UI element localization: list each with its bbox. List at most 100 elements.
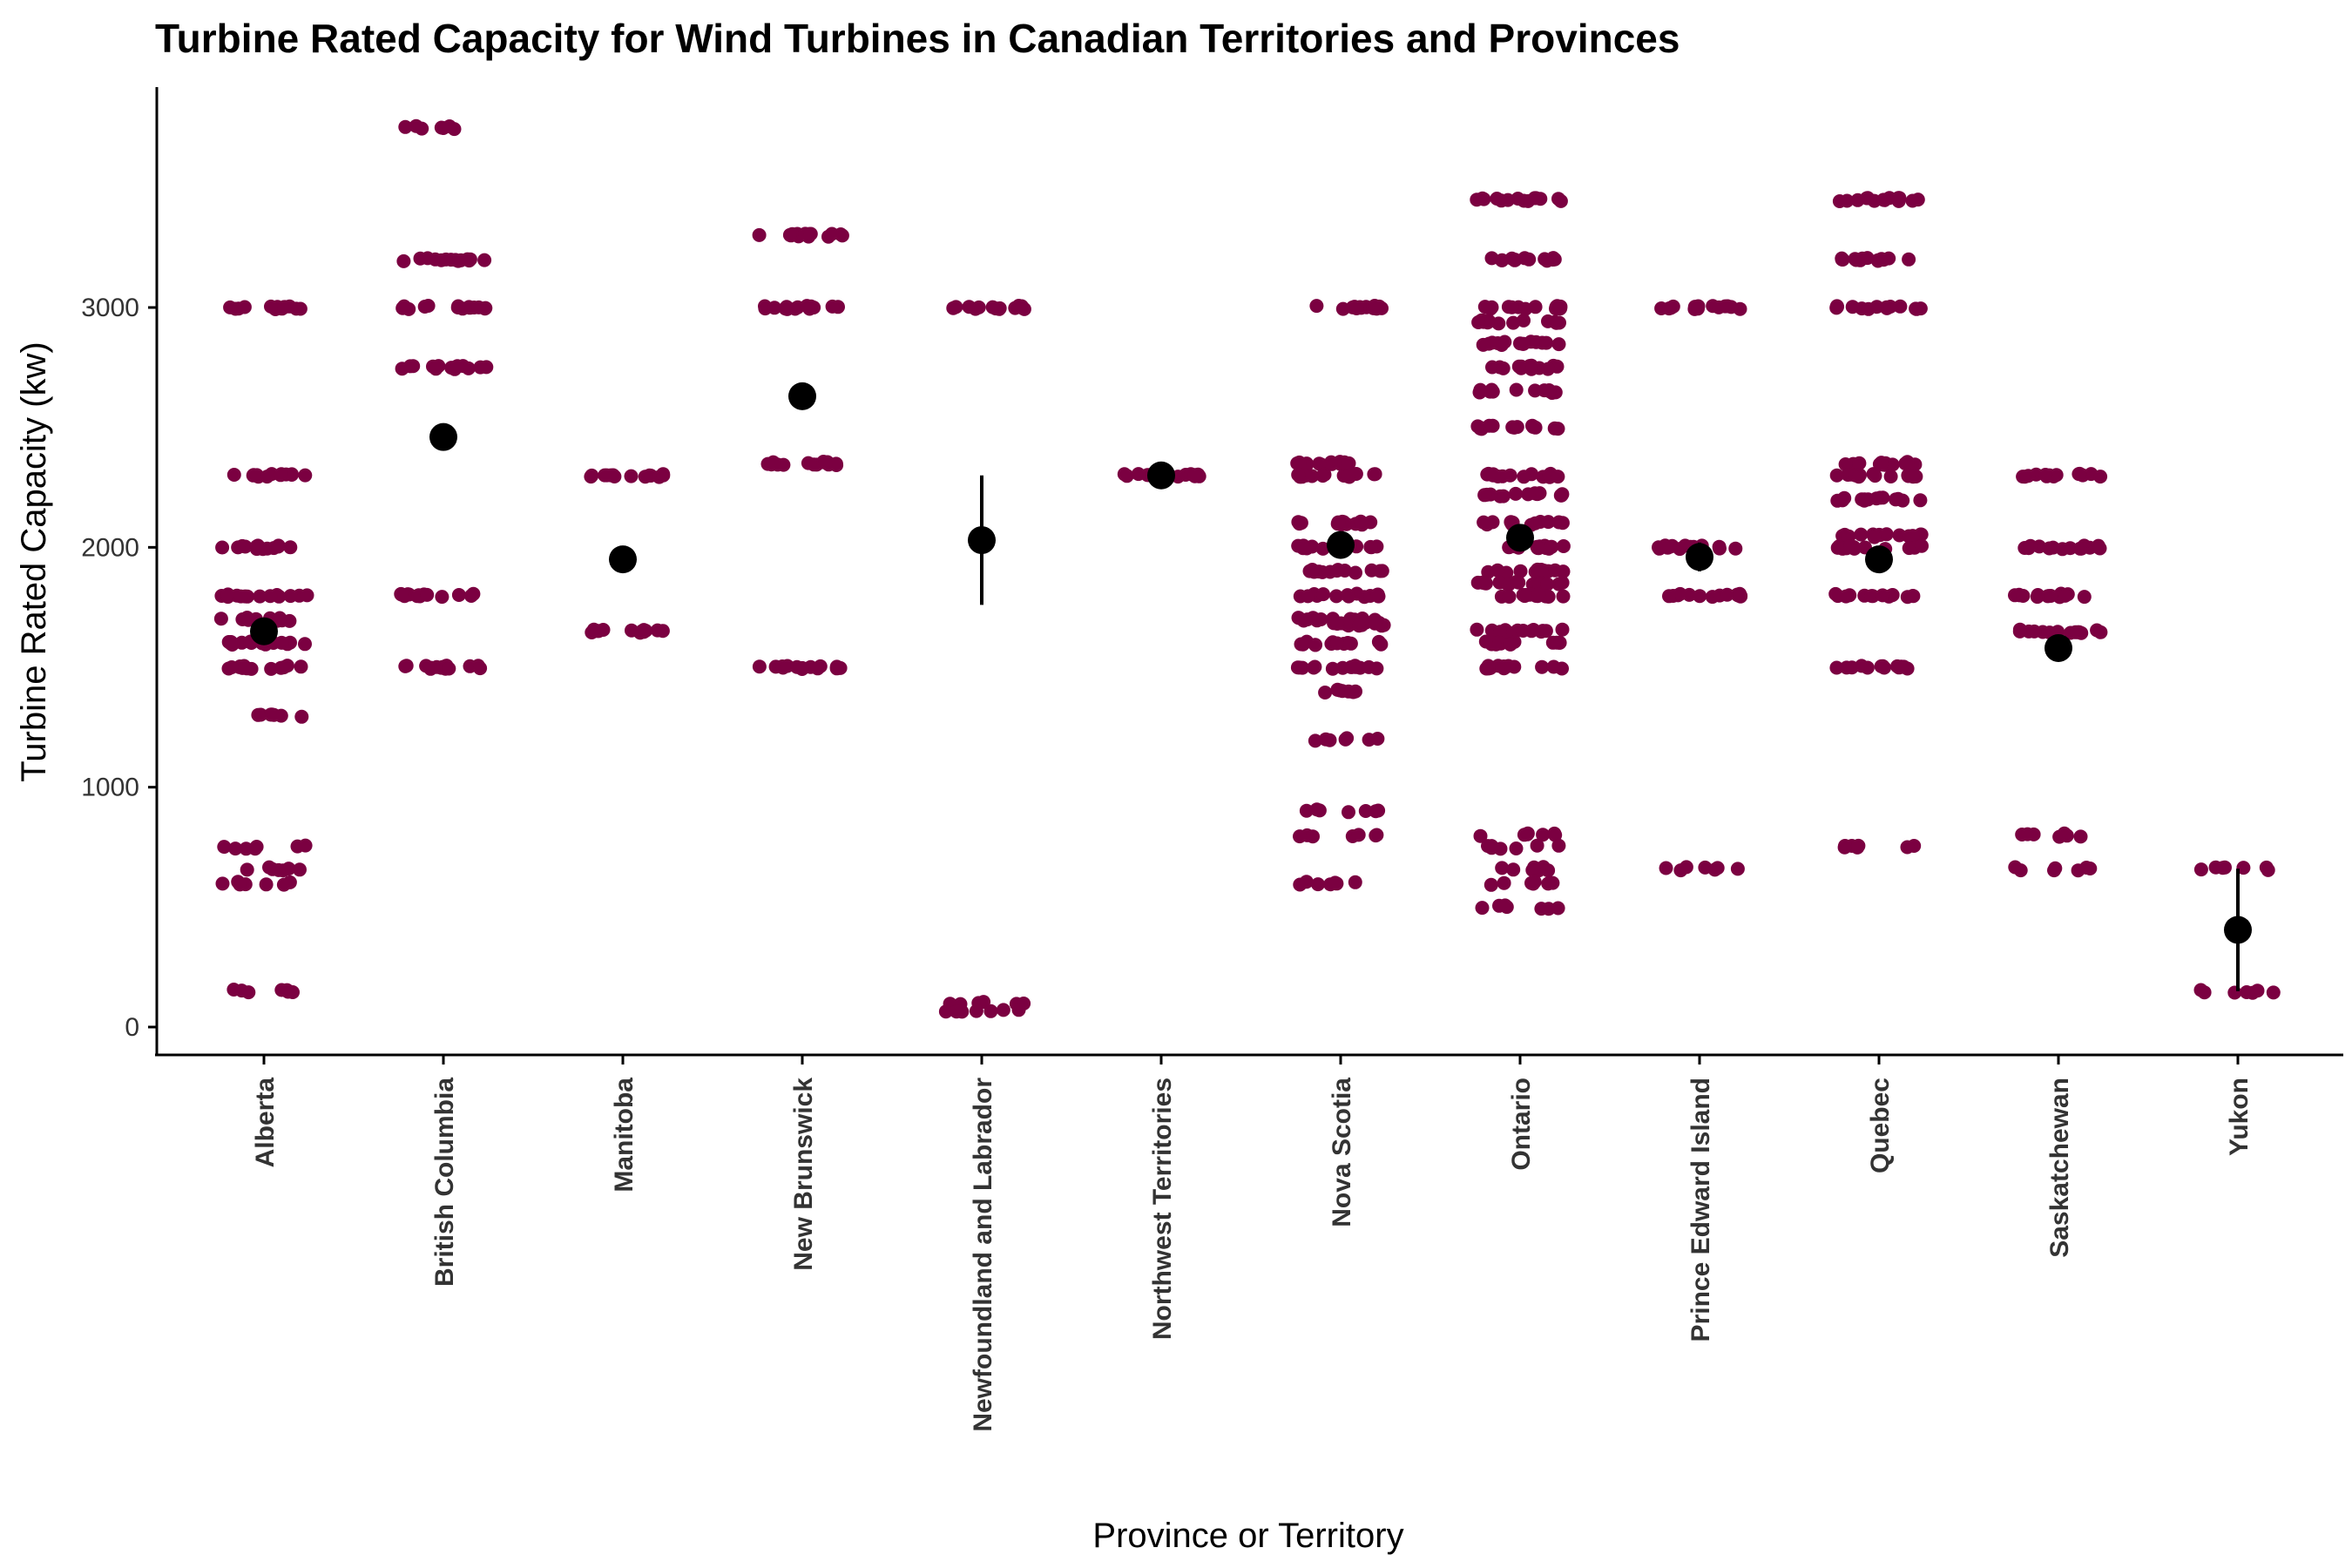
chart-title: Turbine Rated Capacity for Wind Turbines… (155, 16, 1680, 61)
data-point (239, 841, 253, 856)
data-point (293, 301, 308, 316)
data-point (1503, 637, 1517, 652)
data-point (406, 359, 421, 374)
data-point (1497, 898, 1512, 913)
data-point (1902, 541, 1916, 556)
data-point (450, 359, 465, 374)
mean-point (1147, 461, 1175, 490)
data-point (1876, 193, 1891, 207)
data-point (231, 540, 246, 555)
data-point (1728, 541, 1743, 556)
data-point (413, 251, 428, 266)
data-point (1290, 660, 1305, 675)
data-point (1478, 576, 1493, 591)
data-point (1479, 661, 1494, 676)
data-point (1879, 527, 1894, 542)
data-point (1348, 659, 1362, 673)
data-point (1832, 194, 1847, 208)
data-point (584, 470, 598, 484)
data-point (2092, 541, 2107, 556)
data-point (1527, 860, 1541, 875)
data-point (1370, 587, 1385, 602)
data-point (1885, 457, 1900, 472)
data-point (1473, 828, 1488, 843)
data-point (1308, 638, 1322, 652)
data-point (1328, 875, 1342, 890)
data-point (1354, 514, 1369, 529)
data-point (282, 875, 297, 889)
data-point (1555, 622, 1570, 637)
data-point (1892, 191, 1907, 206)
data-point (1491, 316, 1506, 331)
y-axis-title: Turbine Rated Capacity (kw) (15, 341, 53, 781)
data-point (1850, 840, 1865, 855)
data-point (1369, 828, 1383, 843)
data-point (1894, 659, 1909, 674)
data-point (1829, 468, 1844, 483)
data-point (1301, 589, 1315, 604)
data-point (1348, 565, 1362, 580)
data-point (1902, 252, 1916, 267)
data-point (1905, 589, 1920, 603)
data-point (2042, 541, 2057, 556)
data-point (818, 456, 833, 470)
data-point (220, 587, 235, 602)
data-point (1652, 540, 1666, 555)
x-tick-label: Manitoba (610, 1078, 639, 1193)
data-point (435, 590, 449, 605)
data-point (1548, 828, 1563, 842)
data-point (1915, 538, 1929, 553)
data-point (1330, 682, 1345, 697)
data-point (825, 299, 840, 314)
data-point (1524, 624, 1539, 639)
data-point (1131, 467, 1146, 482)
data-point (251, 707, 266, 722)
data-point (224, 635, 239, 649)
data-point (1518, 588, 1533, 602)
data-point (2193, 983, 2208, 997)
x-axis-title: Province or Territory (1092, 1517, 1403, 1555)
data-point (803, 226, 818, 241)
data-point (1513, 564, 1528, 578)
data-point (624, 469, 639, 483)
data-point (1305, 563, 1320, 577)
x-tick-label: Alberta (251, 1078, 280, 1168)
data-point (1555, 575, 1570, 590)
data-point (1476, 337, 1490, 352)
data-point (1341, 636, 1355, 650)
data-point (1553, 299, 1568, 314)
data-point (1484, 382, 1499, 397)
data-point (283, 589, 298, 604)
x-tick-label: British Columbia (430, 1078, 459, 1287)
data-point (1490, 192, 1504, 206)
data-point (1551, 470, 1565, 484)
data-point (217, 840, 232, 855)
data-point (1340, 588, 1355, 603)
data-point (1698, 860, 1713, 875)
data-point (429, 362, 443, 376)
data-point (1309, 802, 1324, 817)
data-point (1368, 299, 1382, 313)
mean-point (2224, 916, 2252, 944)
data-point (2093, 470, 2108, 484)
data-point (1484, 251, 1499, 266)
data-point (1848, 252, 1862, 267)
data-point (451, 588, 466, 602)
data-point (1850, 193, 1865, 207)
mean-point (1865, 545, 1893, 574)
data-point (1486, 467, 1501, 482)
data-point (2072, 541, 2087, 556)
data-point (298, 637, 312, 652)
data-point (1329, 564, 1344, 578)
data-point (1362, 733, 1376, 747)
data-point (228, 841, 243, 856)
data-point (293, 862, 307, 877)
x-tick-label: Yukon (2225, 1078, 2254, 1156)
data-point (1011, 1003, 1026, 1017)
data-point (255, 542, 270, 557)
data-point (983, 1004, 998, 1018)
data-point (1673, 586, 1687, 601)
data-point (283, 540, 298, 555)
data-point (1535, 659, 1550, 674)
data-point (1693, 589, 1707, 604)
